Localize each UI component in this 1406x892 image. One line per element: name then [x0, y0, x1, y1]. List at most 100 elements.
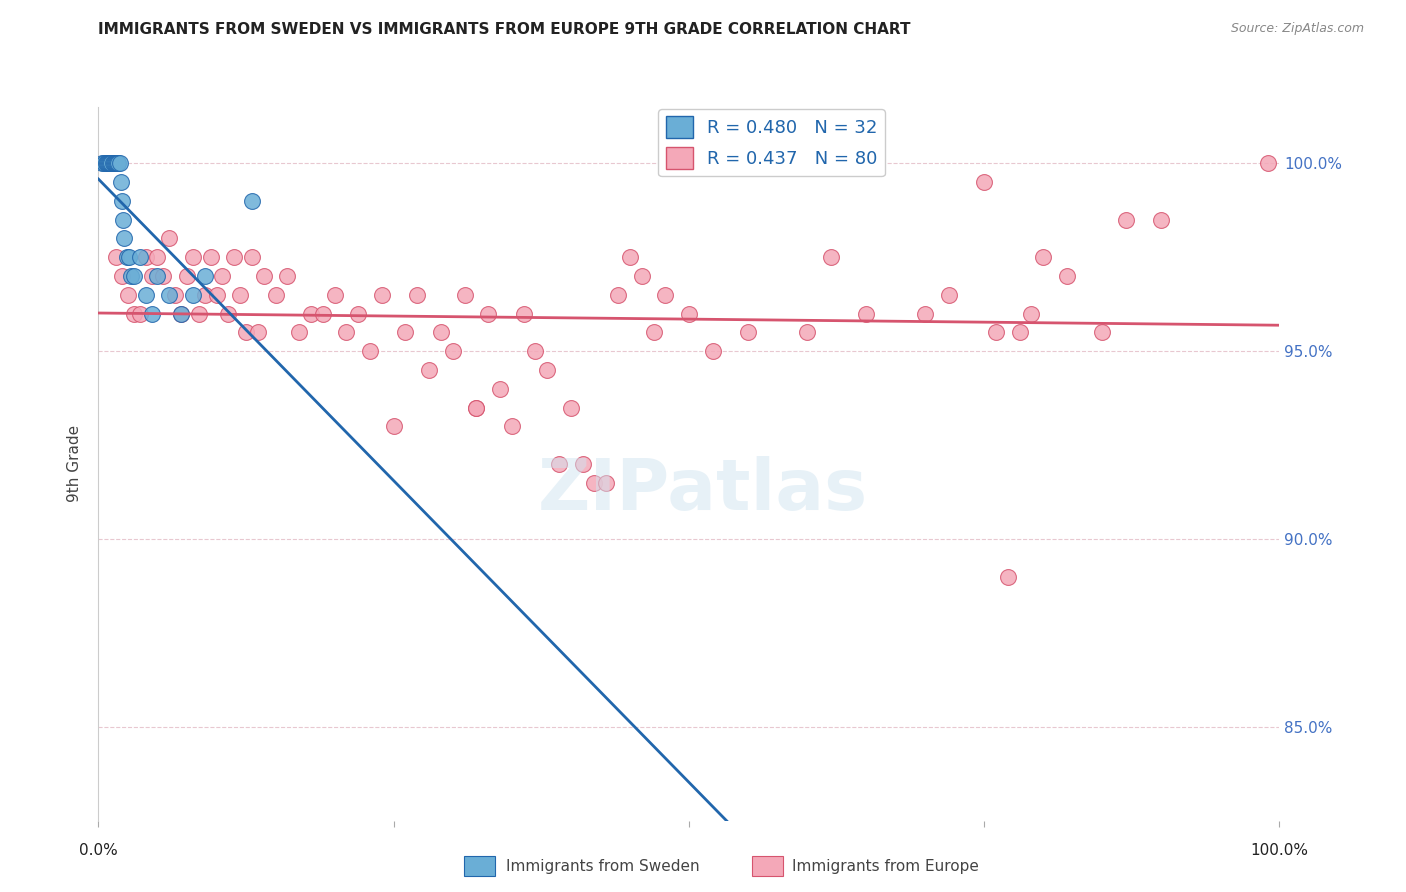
Text: Source: ZipAtlas.com: Source: ZipAtlas.com — [1230, 22, 1364, 36]
Point — [118, 250, 141, 264]
Point — [122, 268, 145, 283]
Point — [170, 307, 193, 321]
Point — [135, 288, 157, 302]
Point — [121, 268, 143, 283]
Point — [595, 475, 617, 490]
Point — [276, 268, 298, 283]
Point — [235, 326, 257, 340]
Point — [141, 268, 163, 283]
Point — [465, 401, 488, 415]
Point — [94, 156, 117, 170]
Point — [91, 156, 114, 170]
Point — [418, 363, 440, 377]
Point — [1032, 250, 1054, 264]
Point — [441, 344, 464, 359]
Point — [111, 268, 134, 283]
Point — [165, 288, 187, 302]
Point — [146, 250, 169, 264]
Point — [453, 288, 475, 302]
Point — [253, 268, 276, 283]
Point — [607, 288, 630, 302]
Point — [246, 326, 269, 340]
Point — [105, 156, 128, 170]
Point — [264, 288, 287, 302]
Point — [1021, 307, 1043, 321]
Point — [100, 156, 122, 170]
Point — [536, 363, 558, 377]
Point — [702, 344, 724, 359]
Point — [938, 288, 960, 302]
Point — [157, 231, 180, 245]
Point — [820, 250, 842, 264]
Point — [105, 156, 128, 170]
Point — [548, 457, 571, 471]
Point — [98, 156, 121, 170]
Point — [288, 326, 311, 340]
Point — [1056, 268, 1078, 283]
Point — [524, 344, 547, 359]
Point — [560, 401, 582, 415]
Point — [111, 194, 134, 208]
Point — [512, 307, 534, 321]
Legend: R = 0.480   N = 32, R = 0.437   N = 80: R = 0.480 N = 32, R = 0.437 N = 80 — [658, 109, 884, 177]
Point — [217, 307, 239, 321]
Point — [187, 307, 209, 321]
Point — [914, 307, 936, 321]
Point — [141, 307, 163, 321]
Point — [194, 288, 217, 302]
Point — [101, 156, 124, 170]
Point — [312, 307, 335, 321]
Point — [394, 326, 416, 340]
Point — [229, 288, 252, 302]
Point — [110, 175, 132, 189]
Point — [224, 250, 246, 264]
Point — [1257, 156, 1279, 170]
Point — [359, 344, 381, 359]
Point — [98, 156, 121, 170]
Point — [1008, 326, 1031, 340]
Point — [501, 419, 523, 434]
Point — [240, 250, 263, 264]
Point — [128, 250, 150, 264]
Point — [654, 288, 676, 302]
Point — [347, 307, 370, 321]
Point — [583, 475, 606, 490]
Point — [112, 212, 135, 227]
Point — [211, 268, 233, 283]
Point — [194, 268, 217, 283]
Point — [115, 250, 138, 264]
Point — [176, 268, 198, 283]
Point — [406, 288, 429, 302]
Point — [170, 307, 193, 321]
Point — [477, 307, 499, 321]
Point — [181, 250, 204, 264]
Point — [128, 307, 150, 321]
Point — [1091, 326, 1114, 340]
Point — [323, 288, 346, 302]
Y-axis label: 9th Grade: 9th Grade — [67, 425, 83, 502]
Point — [181, 288, 204, 302]
Point — [107, 156, 129, 170]
Point — [135, 250, 157, 264]
Text: Immigrants from Europe: Immigrants from Europe — [792, 859, 979, 873]
Point — [146, 268, 169, 283]
Text: 100.0%: 100.0% — [1250, 843, 1309, 858]
Point — [112, 231, 135, 245]
Point — [984, 326, 1007, 340]
Point — [855, 307, 877, 321]
Point — [200, 250, 222, 264]
Text: 0.0%: 0.0% — [79, 843, 118, 858]
Point — [299, 307, 322, 321]
Text: Immigrants from Sweden: Immigrants from Sweden — [506, 859, 700, 873]
Point — [1115, 212, 1137, 227]
Point — [678, 307, 700, 321]
Point — [796, 326, 818, 340]
Point — [335, 326, 357, 340]
Point — [737, 326, 759, 340]
Point — [108, 156, 131, 170]
Point — [973, 175, 995, 189]
Point — [465, 401, 488, 415]
Point — [117, 288, 139, 302]
Point — [571, 457, 593, 471]
Point — [152, 268, 174, 283]
